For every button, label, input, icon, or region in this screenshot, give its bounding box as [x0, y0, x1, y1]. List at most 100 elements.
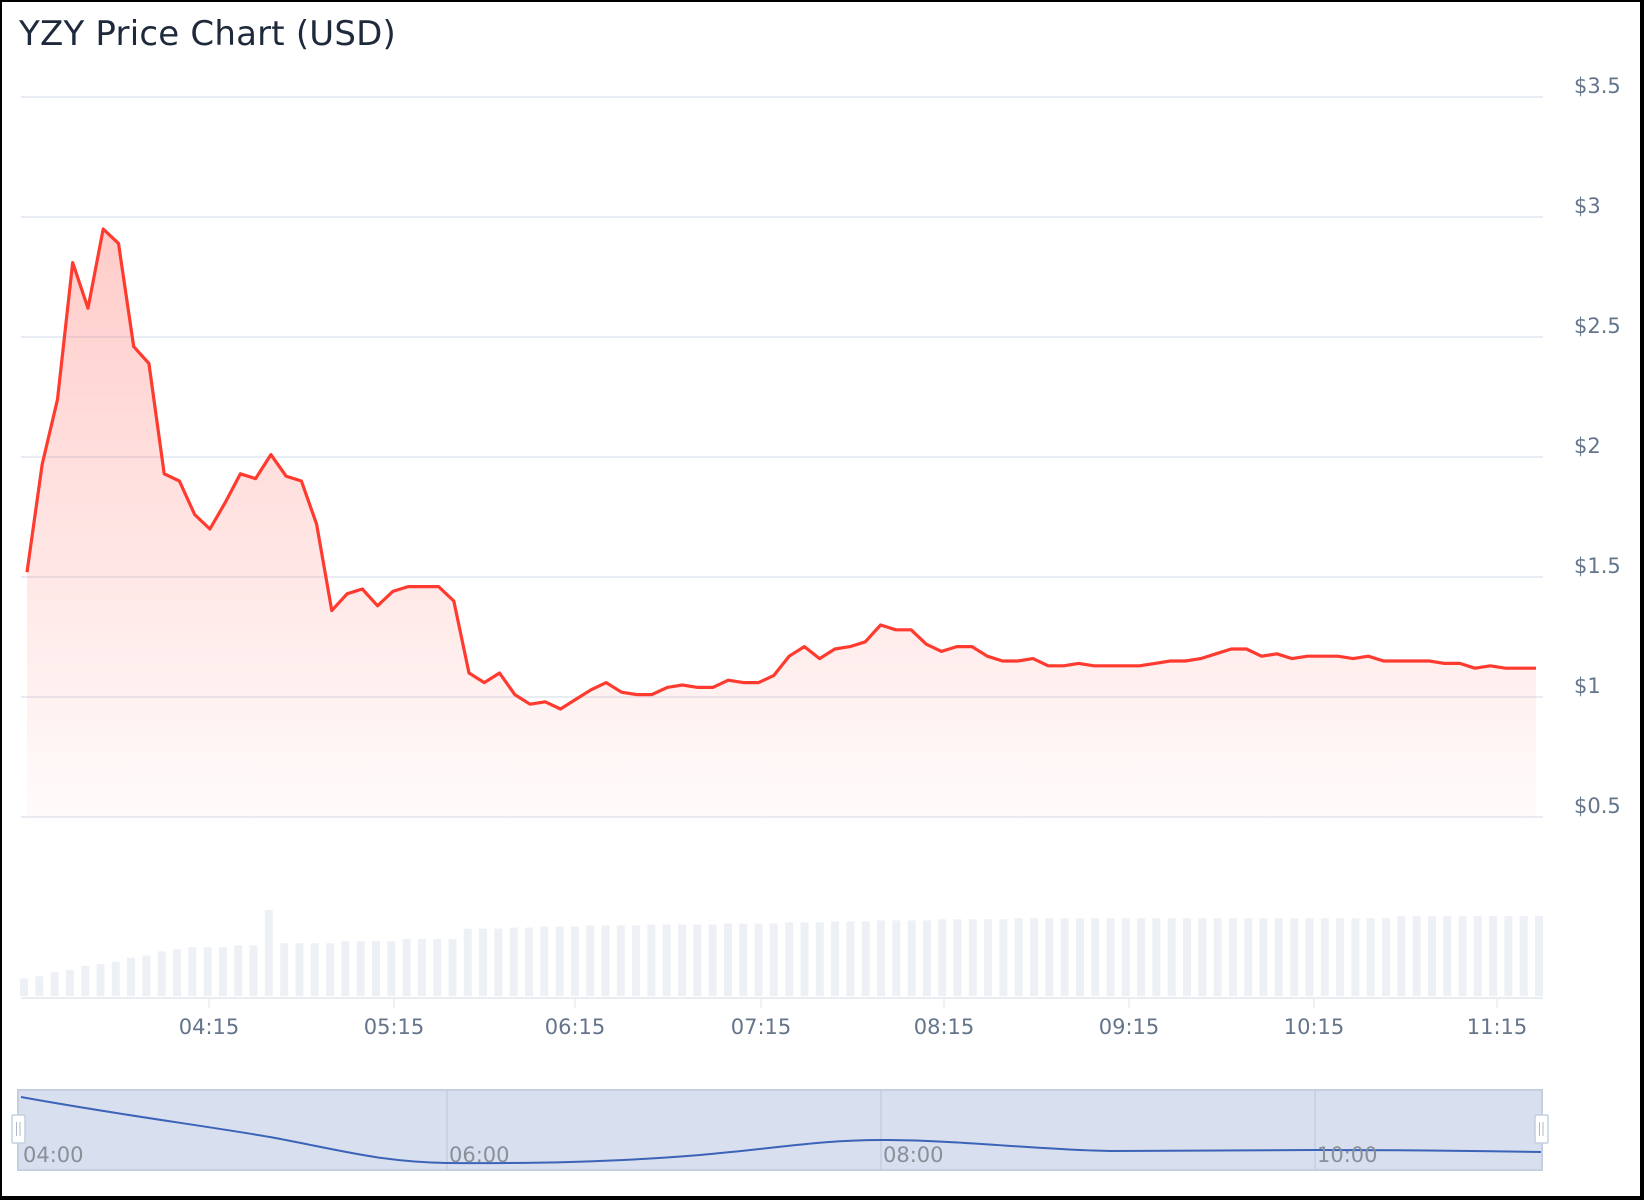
volume-bar — [601, 925, 610, 996]
volume-bar — [50, 972, 59, 996]
volume-bar — [35, 976, 44, 996]
volume-bar — [1458, 916, 1467, 996]
volume-bar — [616, 925, 625, 996]
volume-bar — [708, 924, 717, 996]
volume-bar — [1152, 918, 1161, 996]
volume-bar — [1519, 916, 1528, 996]
x-tick-label: 07:15 — [731, 1015, 792, 1039]
volume-bar — [1014, 918, 1023, 996]
volume-bar — [922, 920, 931, 996]
volume-bar — [96, 963, 105, 996]
volume-bar — [1075, 918, 1084, 996]
volume-bar — [479, 928, 488, 996]
price-line[interactable] — [25, 227, 1536, 711]
volume-bar — [111, 961, 120, 996]
volume-bar — [678, 924, 686, 996]
volume-bar — [173, 949, 181, 996]
volume-bar — [1382, 918, 1390, 996]
volume-bar — [754, 923, 763, 996]
x-axis: 04:15 05:15 06:15 07:15 08:15 09:15 10:15 11:15 — [21, 997, 1543, 1039]
volume-bar — [65, 970, 74, 996]
volume-bar — [739, 923, 748, 996]
volume-bar — [264, 910, 273, 996]
volume-bar — [586, 925, 595, 996]
volume-bar — [142, 955, 151, 996]
volume-bar — [1106, 918, 1115, 996]
volume-bar — [494, 928, 503, 996]
navigator-handle-right[interactable] — [1534, 1114, 1549, 1144]
volume-bar — [1489, 916, 1498, 996]
volume-bars — [20, 910, 1543, 996]
y-tick-label: $1.5 — [1574, 554, 1621, 578]
y-tick-label: $2 — [1574, 434, 1601, 458]
volume-bar — [203, 947, 212, 996]
volume-bar — [800, 922, 809, 996]
volume-bar — [1259, 918, 1268, 996]
volume-bar — [1305, 918, 1314, 996]
volume-bar — [968, 919, 977, 996]
volume-bar — [892, 920, 901, 996]
volume-bar — [234, 945, 243, 996]
x-tick-label: 08:15 — [914, 1015, 975, 1039]
volume-bar — [1320, 918, 1329, 996]
volume-bar — [157, 951, 166, 996]
volume-bar — [907, 920, 916, 996]
volume-bar — [1167, 918, 1176, 996]
volume-bar — [326, 943, 335, 996]
volume-bar — [1198, 918, 1207, 996]
volume-bar — [1137, 918, 1146, 996]
volume-bar — [1244, 918, 1253, 996]
volume-bar — [1228, 918, 1237, 996]
navigator-handle-left[interactable] — [11, 1114, 26, 1144]
navigator-label: 10:00 — [1317, 1143, 1378, 1167]
volume-bar — [1121, 918, 1130, 996]
volume-bar — [1336, 918, 1345, 996]
volume-bar — [1443, 916, 1452, 996]
volume-bar — [1535, 916, 1543, 996]
volume-bar — [540, 926, 549, 996]
volume-bar — [1427, 916, 1436, 996]
volume-bar — [448, 939, 457, 996]
volume-bar — [341, 941, 350, 996]
volume-bar — [1274, 918, 1283, 996]
volume-bar — [356, 941, 365, 996]
navigator-label: 08:00 — [883, 1143, 944, 1167]
navigator-window[interactable] — [17, 1089, 1543, 1171]
navigator[interactable]: 04:00 06:00 08:00 10:00 — [11, 1089, 1549, 1171]
volume-bar — [387, 941, 396, 996]
volume-bar — [785, 922, 794, 996]
volume-bar — [417, 939, 426, 996]
volume-bar — [1091, 918, 1100, 996]
volume-bar — [402, 939, 411, 996]
navigator-label: 06:00 — [449, 1143, 510, 1167]
volume-bar — [249, 945, 258, 996]
volume-bar — [1290, 918, 1299, 996]
volume-bar — [295, 943, 304, 996]
volume-bar — [1397, 916, 1406, 996]
volume-bar — [938, 919, 947, 996]
volume-bar — [1030, 918, 1038, 996]
volume-bar — [723, 923, 732, 996]
volume-bar — [999, 919, 1008, 996]
y-tick-label: $1 — [1574, 674, 1601, 698]
x-tick-label: 09:15 — [1099, 1015, 1160, 1039]
volume-bar — [1060, 918, 1069, 996]
volume-bar — [1504, 916, 1513, 996]
volume-bar — [509, 927, 518, 996]
volume-bar — [555, 926, 564, 996]
x-tick-label: 04:15 — [179, 1015, 240, 1039]
volume-bar — [831, 921, 840, 996]
volume-bar — [846, 921, 855, 996]
volume-bar — [1213, 918, 1222, 996]
volume-bar — [463, 928, 472, 996]
volume-bar — [877, 920, 885, 996]
volume-bar — [1045, 918, 1054, 996]
volume-bar — [218, 947, 227, 996]
volume-bar — [1351, 918, 1360, 996]
y-tick-label: $3.5 — [1574, 74, 1621, 98]
navigator-label: 04:00 — [23, 1143, 84, 1167]
volume-bar — [693, 924, 702, 996]
volume-bar — [20, 978, 28, 996]
volume-bar — [280, 943, 289, 996]
